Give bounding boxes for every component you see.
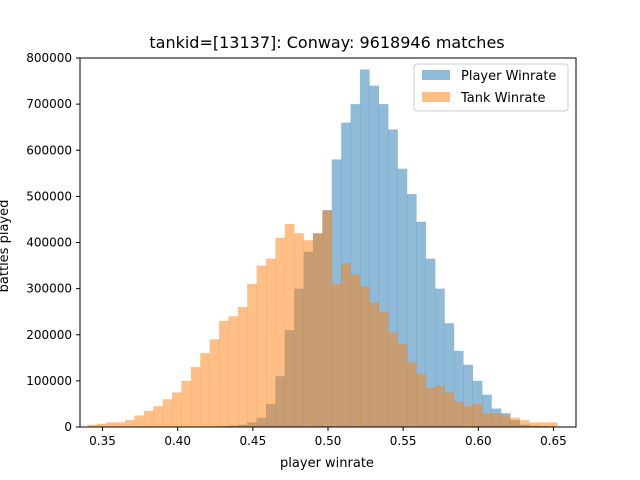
bar-tank-winrate-45 — [510, 417, 520, 427]
bar-player-winrate-38 — [444, 323, 455, 427]
bar-player-winrate-28 — [350, 104, 361, 427]
y-tick-label: 400000 — [26, 236, 72, 250]
bar-tank-winrate-43 — [491, 413, 502, 427]
bar-tank-winrate-2 — [106, 422, 116, 427]
bar-tank-winrate-23 — [303, 240, 314, 427]
bar-tank-winrate-24 — [312, 233, 323, 427]
bar-player-winrate-31 — [378, 104, 389, 427]
y-tick-label: 200000 — [26, 328, 72, 342]
bar-tank-winrate-32 — [388, 332, 398, 427]
y-tick-label: 0 — [64, 420, 72, 434]
y-tick-label: 600000 — [26, 143, 72, 157]
bar-tank-winrate-34 — [406, 362, 417, 427]
bar-tank-winrate-48 — [538, 422, 549, 427]
bar-tank-winrate-49 — [547, 422, 558, 427]
bar-tank-winrate-6 — [143, 410, 154, 427]
y-tick-label: 800000 — [26, 51, 72, 65]
legend-swatch-tank-winrate — [422, 92, 450, 102]
bar-tank-winrate-3 — [115, 422, 126, 427]
y-tick-label: 300000 — [26, 282, 72, 296]
bar-player-winrate-34 — [406, 194, 417, 427]
bar-tank-winrate-18 — [256, 265, 267, 427]
bar-tank-winrate-42 — [482, 413, 492, 427]
legend-label-player-winrate: Player Winrate — [461, 69, 556, 84]
x-tick-label: 0.50 — [315, 434, 342, 448]
bar-tank-winrate-39 — [453, 401, 464, 427]
x-tick-label: 0.35 — [89, 434, 116, 448]
x-tick-label: 0.45 — [239, 434, 266, 448]
bar-tank-winrate-47 — [529, 422, 539, 427]
bar-tank-winrate-26 — [331, 284, 342, 427]
bar-player-winrate-36 — [425, 258, 436, 427]
bar-tank-winrate-8 — [162, 399, 173, 427]
y-tick-label: 500000 — [26, 189, 72, 203]
bar-tank-winrate-16 — [237, 307, 248, 427]
bar-tank-winrate-5 — [134, 415, 145, 427]
legend-box — [413, 63, 569, 112]
bar-tank-winrate-19 — [266, 258, 276, 427]
bar-tank-winrate-11 — [190, 367, 201, 427]
bar-player-winrate-30 — [369, 85, 380, 428]
x-tick-label: 0.65 — [540, 434, 567, 448]
bar-tank-winrate-27 — [341, 263, 351, 427]
bar-tank-winrate-28 — [350, 274, 361, 427]
bar-tank-winrate-17 — [247, 284, 257, 427]
legend-swatch-player-winrate — [422, 70, 450, 80]
x-tick-label: 0.40 — [164, 434, 191, 448]
bar-tank-winrate-38 — [444, 392, 455, 427]
y-tick-label: 100000 — [26, 374, 72, 388]
bar-tank-winrate-37 — [435, 385, 445, 427]
bar-player-winrate-37 — [435, 288, 445, 427]
bar-tank-winrate-1 — [96, 423, 107, 427]
bar-tank-winrate-7 — [153, 406, 163, 427]
bar-tank-winrate-4 — [125, 420, 135, 427]
bar-tank-winrate-46 — [519, 420, 530, 427]
bar-tank-winrate-33 — [397, 343, 408, 427]
legend: Player Winrate Tank Winrate — [413, 63, 569, 112]
bar-tank-winrate-13 — [209, 339, 220, 427]
y-axis: 0 100000 200000 300000 400000 500000 600000 700… — [26, 51, 80, 434]
bar-tank-winrate-22 — [294, 233, 304, 427]
bar-player-winrate-40 — [463, 364, 473, 427]
bar-tank-winrate-12 — [200, 353, 210, 427]
bar-tank-winrate-14 — [219, 320, 229, 427]
bar-tank-winrate-9 — [172, 392, 182, 427]
bar-tank-winrate-40 — [463, 406, 473, 427]
bars-layer — [87, 69, 558, 428]
bar-tank-winrate-35 — [416, 373, 426, 427]
x-tick-label: 0.60 — [465, 434, 492, 448]
x-axis: 0.35 0.40 0.45 0.50 0.55 0.60 0.65 — [89, 427, 567, 448]
bar-player-winrate-42 — [482, 394, 492, 427]
bar-tank-winrate-30 — [369, 302, 380, 427]
legend-label-tank-winrate: Tank Winrate — [460, 91, 545, 106]
bar-tank-winrate-20 — [275, 237, 286, 427]
x-tick-label: 0.55 — [390, 434, 417, 448]
bar-tank-winrate-36 — [425, 387, 436, 427]
chart-title: tankid=[13137]: Conway: 9618946 matches — [149, 33, 504, 52]
bar-tank-winrate-10 — [181, 380, 192, 427]
bar-tank-winrate-25 — [322, 210, 333, 427]
bar-player-winrate-39 — [453, 350, 464, 427]
bar-tank-winrate-29 — [359, 286, 370, 427]
bar-player-winrate-29 — [359, 69, 370, 427]
y-tick-label: 700000 — [26, 97, 72, 111]
bar-tank-winrate-21 — [284, 224, 295, 427]
bar-tank-winrate-41 — [472, 403, 483, 427]
bar-tank-winrate-31 — [378, 311, 389, 427]
bar-player-winrate-35 — [416, 221, 426, 427]
bar-tank-winrate-44 — [500, 415, 511, 427]
y-axis-label: battles played — [0, 200, 12, 293]
x-axis-label: player winrate — [280, 456, 374, 471]
bar-tank-winrate-15 — [228, 316, 239, 427]
bar-player-winrate-33 — [397, 168, 408, 427]
bar-player-winrate-32 — [388, 129, 398, 427]
bar-tank-winrate-0 — [87, 424, 98, 427]
